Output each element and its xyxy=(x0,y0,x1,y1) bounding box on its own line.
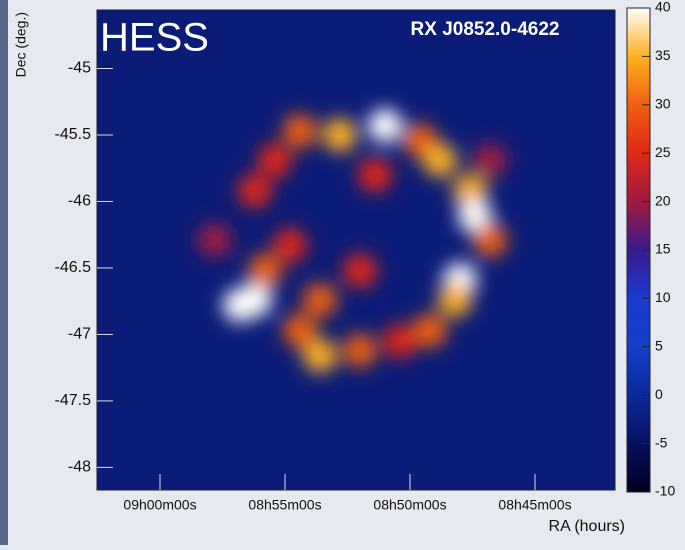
x-tick-label: 08h45m00s xyxy=(498,497,571,513)
emission-blob xyxy=(238,174,272,208)
x-tick-label: 08h50m00s xyxy=(373,497,446,513)
chart: HESS RX J0852.0-4622 Dec (deg.) RA (hour… xyxy=(0,0,685,545)
y-tick-label: -47.5 xyxy=(55,392,92,409)
colorbar-tick-label: 10 xyxy=(655,289,671,305)
colorbar-tick-label: 30 xyxy=(655,96,671,112)
emission-blob xyxy=(273,228,307,262)
emission-blob xyxy=(473,143,507,177)
colorbar-tick-label: 0 xyxy=(655,386,663,402)
y-tick-label: -45.5 xyxy=(55,126,92,143)
emission-blob xyxy=(248,254,282,288)
y-axis-label: Dec (deg.) xyxy=(13,12,29,77)
emission-blob xyxy=(423,143,457,177)
emission-blob xyxy=(438,283,472,317)
colorbar-tick-label: -10 xyxy=(655,483,675,499)
emission-blob xyxy=(343,254,377,288)
emission-blob xyxy=(283,114,317,148)
y-tick-label: -45 xyxy=(68,60,91,77)
chart-subtitle: RX J0852.0-4622 xyxy=(411,19,560,40)
emission-blob xyxy=(303,339,337,373)
chart-title: HESS xyxy=(100,16,209,60)
x-tick-label: 09h00m00s xyxy=(123,497,196,513)
plot-area xyxy=(97,10,615,490)
emission-blob xyxy=(473,223,507,257)
colorbar-tick-label: 5 xyxy=(655,338,663,354)
colorbar-tick-label: -5 xyxy=(655,434,668,450)
emission-blob xyxy=(383,324,417,358)
emission-blob xyxy=(343,333,377,367)
x-tick-label: 08h55m00s xyxy=(248,497,321,513)
side-strip xyxy=(0,0,8,545)
colorbar-tick-label: 15 xyxy=(655,241,671,257)
colorbar-tick-label: 20 xyxy=(655,192,671,208)
y-tick-label: -47 xyxy=(68,326,91,343)
emission-blob xyxy=(303,283,337,317)
emission-blob xyxy=(358,158,392,192)
y-tick-label: -46 xyxy=(68,193,91,210)
emission-blob xyxy=(198,223,232,257)
emission-blob xyxy=(368,109,402,143)
x-axis-label: RA (hours) xyxy=(549,518,625,535)
y-tick-label: -48 xyxy=(68,459,91,476)
emission-blob xyxy=(323,118,357,152)
colorbar-tick-label: 25 xyxy=(655,144,671,160)
emission-blob xyxy=(258,143,292,177)
emission-blob xyxy=(413,313,447,347)
emission-blob xyxy=(223,288,257,322)
colorbar-tick-label: 40 xyxy=(655,0,671,15)
colorbar-tick-label: 35 xyxy=(655,47,671,63)
y-tick-label: -46.5 xyxy=(55,259,92,276)
